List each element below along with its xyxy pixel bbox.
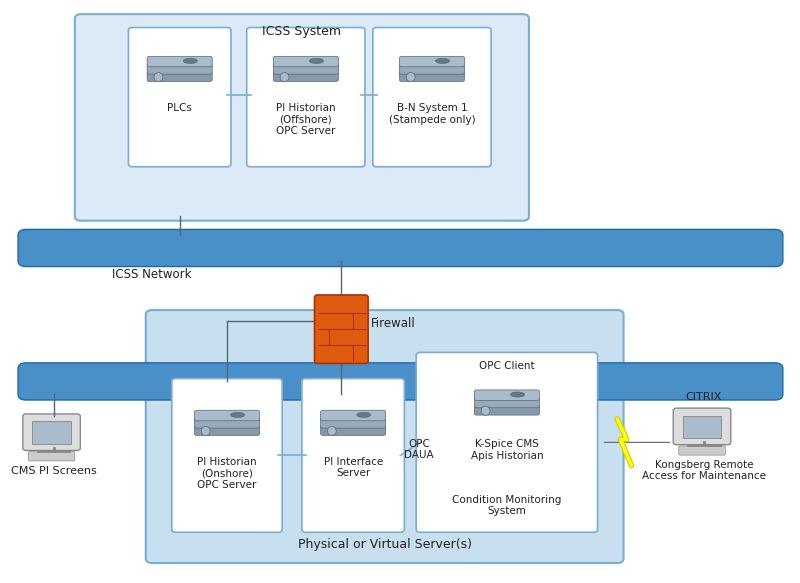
Text: Kongsberg Remote
Access for Maintenance: Kongsberg Remote Access for Maintenance xyxy=(642,460,766,482)
Text: Physical or Virtual Server(s): Physical or Virtual Server(s) xyxy=(298,539,472,552)
FancyBboxPatch shape xyxy=(416,352,598,532)
FancyBboxPatch shape xyxy=(129,27,231,167)
Text: Condition Monitoring
System: Condition Monitoring System xyxy=(452,494,562,516)
Text: ICSS Network: ICSS Network xyxy=(112,268,192,281)
Ellipse shape xyxy=(357,412,371,417)
FancyBboxPatch shape xyxy=(28,452,75,461)
FancyBboxPatch shape xyxy=(194,425,259,436)
FancyBboxPatch shape xyxy=(146,310,623,563)
FancyBboxPatch shape xyxy=(246,27,365,167)
Text: ICSS System: ICSS System xyxy=(262,24,342,37)
Text: OPC
DAUA: OPC DAUA xyxy=(404,439,434,461)
FancyBboxPatch shape xyxy=(678,446,726,455)
FancyBboxPatch shape xyxy=(321,410,386,421)
FancyBboxPatch shape xyxy=(321,417,386,428)
Ellipse shape xyxy=(202,427,210,436)
FancyBboxPatch shape xyxy=(32,422,71,444)
FancyBboxPatch shape xyxy=(682,416,722,438)
FancyBboxPatch shape xyxy=(75,14,529,221)
FancyBboxPatch shape xyxy=(314,295,368,363)
Ellipse shape xyxy=(280,72,289,82)
FancyBboxPatch shape xyxy=(399,57,465,67)
FancyBboxPatch shape xyxy=(274,71,338,82)
FancyBboxPatch shape xyxy=(399,64,465,74)
FancyBboxPatch shape xyxy=(22,414,80,451)
Text: Firewall: Firewall xyxy=(371,317,416,330)
Ellipse shape xyxy=(435,58,450,64)
Text: CMS PI Screens: CMS PI Screens xyxy=(10,466,97,476)
FancyBboxPatch shape xyxy=(373,27,491,167)
FancyBboxPatch shape xyxy=(18,363,783,400)
FancyBboxPatch shape xyxy=(474,397,539,408)
FancyBboxPatch shape xyxy=(194,410,259,421)
Text: PI Historian
(Onshore)
OPC Server: PI Historian (Onshore) OPC Server xyxy=(197,457,257,490)
FancyBboxPatch shape xyxy=(399,71,465,82)
Text: K-Spice CMS
Apis Historian: K-Spice CMS Apis Historian xyxy=(470,440,543,461)
Ellipse shape xyxy=(310,58,323,64)
Text: OPC Client: OPC Client xyxy=(479,361,534,371)
FancyBboxPatch shape xyxy=(18,230,783,266)
Text: CITRIX: CITRIX xyxy=(686,392,722,402)
Text: PI Interface
Server: PI Interface Server xyxy=(323,457,382,479)
FancyBboxPatch shape xyxy=(474,405,539,415)
Text: B-N System 1
(Stampede only): B-N System 1 (Stampede only) xyxy=(389,103,475,125)
FancyBboxPatch shape xyxy=(147,71,212,82)
FancyBboxPatch shape xyxy=(274,64,338,74)
Text: PLCs: PLCs xyxy=(167,103,192,113)
FancyBboxPatch shape xyxy=(147,57,212,67)
Text: PI Historian
(Offshore)
OPC Server: PI Historian (Offshore) OPC Server xyxy=(276,103,336,136)
Ellipse shape xyxy=(510,392,525,397)
FancyBboxPatch shape xyxy=(321,425,386,436)
FancyBboxPatch shape xyxy=(274,57,338,67)
FancyBboxPatch shape xyxy=(674,408,731,445)
Ellipse shape xyxy=(230,412,245,417)
FancyBboxPatch shape xyxy=(194,417,259,428)
Ellipse shape xyxy=(481,406,490,415)
FancyBboxPatch shape xyxy=(302,378,404,532)
FancyBboxPatch shape xyxy=(172,378,282,532)
Ellipse shape xyxy=(183,58,198,64)
Ellipse shape xyxy=(154,72,163,82)
Ellipse shape xyxy=(327,427,336,436)
FancyBboxPatch shape xyxy=(474,390,539,401)
Ellipse shape xyxy=(406,72,415,82)
FancyBboxPatch shape xyxy=(147,64,212,74)
